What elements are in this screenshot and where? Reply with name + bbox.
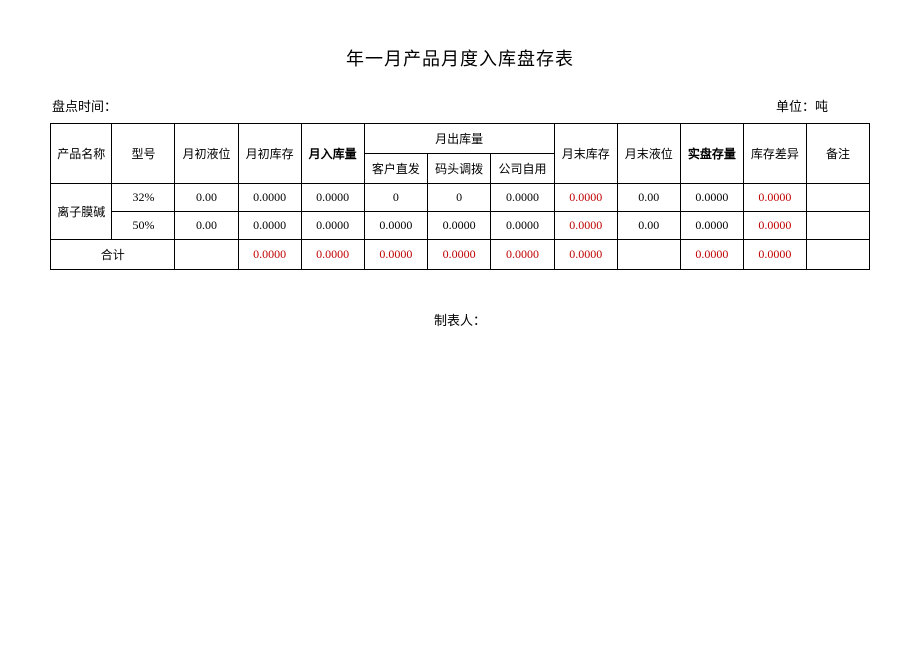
col-out-direct: 客户直发 [364, 154, 427, 184]
header-row-1: 产品名称 型号 月初液位 月初库存 月入库量 月出库量 月末库存 月末液位 实盘… [51, 124, 870, 154]
cell-diff: 0.0000 [743, 212, 806, 240]
col-end-stock: 月末库存 [554, 124, 617, 184]
cell-remark [806, 212, 869, 240]
cell-total-actual: 0.0000 [680, 240, 743, 270]
cell-total-out-self: 0.0000 [491, 240, 554, 270]
cell-product-name: 离子膜碱 [51, 184, 112, 240]
cell-diff: 0.0000 [743, 184, 806, 212]
col-end-level: 月末液位 [617, 124, 680, 184]
cell-model: 50% [112, 212, 175, 240]
cell-remark [806, 184, 869, 212]
cell-out-self: 0.0000 [491, 184, 554, 212]
col-remark: 备注 [806, 124, 869, 184]
col-start-level: 月初液位 [175, 124, 238, 184]
cell-out-self: 0.0000 [491, 212, 554, 240]
footer-author: 制表人： [50, 310, 870, 329]
col-diff: 库存差异 [743, 124, 806, 184]
cell-model: 32% [112, 184, 175, 212]
cell-total-out-direct: 0.0000 [364, 240, 427, 270]
cell-start-stock: 0.0000 [238, 184, 301, 212]
total-row: 合计 0.0000 0.0000 0.0000 0.0000 0.0000 0.… [51, 240, 870, 270]
meta-row: 盘点时间： 单位：吨 [50, 96, 870, 115]
col-out-self: 公司自用 [491, 154, 554, 184]
cell-total-end-stock: 0.0000 [554, 240, 617, 270]
cell-out-transfer: 0 [428, 184, 491, 212]
unit-label: 单位：吨 [776, 96, 868, 115]
cell-end-level: 0.00 [617, 212, 680, 240]
cell-start-stock: 0.0000 [238, 212, 301, 240]
cell-total-start-stock: 0.0000 [238, 240, 301, 270]
cell-out-direct: 0 [364, 184, 427, 212]
col-product-name: 产品名称 [51, 124, 112, 184]
col-month-in: 月入库量 [301, 124, 364, 184]
page-title: 年一月产品月度入库盘存表 [50, 45, 870, 71]
cell-month-in: 0.0000 [301, 212, 364, 240]
cell-start-level: 0.00 [175, 184, 238, 212]
col-month-out-group: 月出库量 [364, 124, 554, 154]
cell-end-stock: 0.0000 [554, 184, 617, 212]
col-actual: 实盘存量 [680, 124, 743, 184]
inventory-table: 产品名称 型号 月初液位 月初库存 月入库量 月出库量 月末库存 月末液位 实盘… [50, 123, 870, 270]
cell-total-end-level [617, 240, 680, 270]
col-out-transfer: 码头调拨 [428, 154, 491, 184]
col-model: 型号 [112, 124, 175, 184]
cell-out-transfer: 0.0000 [428, 212, 491, 240]
cell-total-month-in: 0.0000 [301, 240, 364, 270]
cell-total-out-transfer: 0.0000 [428, 240, 491, 270]
inventory-time-label: 盘点时间： [52, 96, 117, 115]
cell-total-remark [806, 240, 869, 270]
table-row: 离子膜碱 32% 0.00 0.0000 0.0000 0 0 0.0000 0… [51, 184, 870, 212]
cell-total-label: 合计 [51, 240, 175, 270]
cell-total-start-level [175, 240, 238, 270]
cell-month-in: 0.0000 [301, 184, 364, 212]
cell-end-stock: 0.0000 [554, 212, 617, 240]
cell-actual: 0.0000 [680, 184, 743, 212]
cell-out-direct: 0.0000 [364, 212, 427, 240]
cell-total-diff: 0.0000 [743, 240, 806, 270]
cell-start-level: 0.00 [175, 212, 238, 240]
cell-end-level: 0.00 [617, 184, 680, 212]
table-row: 50% 0.00 0.0000 0.0000 0.0000 0.0000 0.0… [51, 212, 870, 240]
col-start-stock: 月初库存 [238, 124, 301, 184]
cell-actual: 0.0000 [680, 212, 743, 240]
